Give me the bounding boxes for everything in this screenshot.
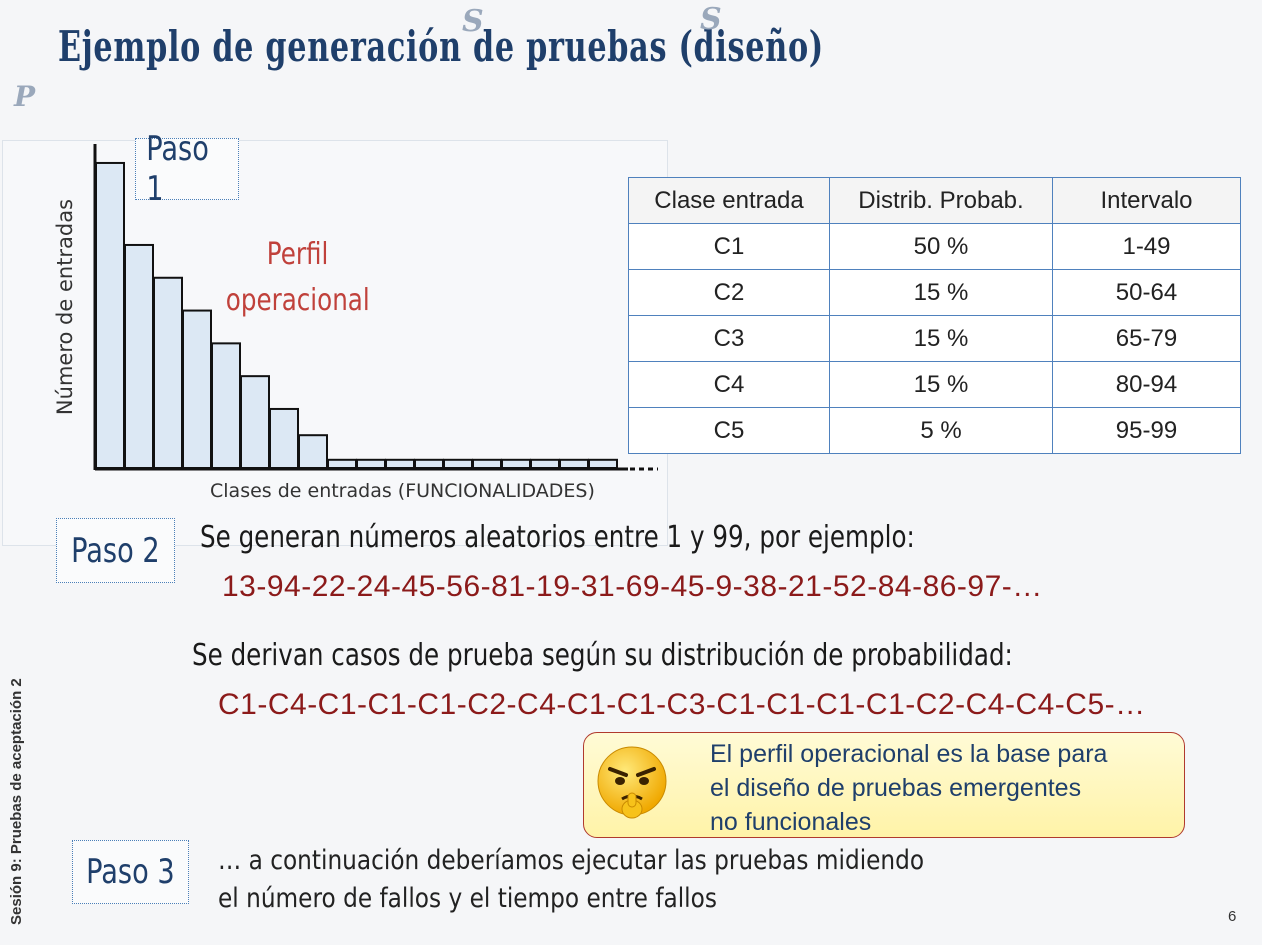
callout-box: El perfil operacional es la base para el… bbox=[583, 732, 1185, 838]
paso2-description: Se generan números aleatorios entre 1 y … bbox=[200, 520, 915, 555]
callout-line: no funcionales bbox=[710, 808, 872, 836]
histogram-bar bbox=[472, 458, 502, 469]
histogram-chart bbox=[93, 144, 658, 471]
histogram-bar bbox=[240, 375, 270, 469]
histogram-bar bbox=[95, 161, 125, 470]
histogram-bar bbox=[124, 243, 154, 469]
table-row: C5 5 % 95-99 bbox=[628, 407, 1241, 454]
annotation-line: operacional bbox=[225, 283, 370, 318]
derived-cases-sequence: C1-C4-C1-C1-C1-C2-C4-C1-C1-C3-C1-C1-C1-C… bbox=[218, 688, 1146, 721]
table-cell: 80-94 bbox=[1052, 361, 1241, 408]
table-cell: 1-49 bbox=[1052, 223, 1241, 270]
histogram-bar bbox=[501, 458, 531, 469]
paso3-line: … a continuación deberíamos ejecutar las… bbox=[218, 845, 925, 876]
y-axis-label: Número de entradas bbox=[53, 198, 77, 416]
step-2-text: Paso 2 bbox=[71, 530, 160, 571]
table-cell: 5 % bbox=[829, 407, 1053, 454]
histogram-bar bbox=[211, 342, 241, 469]
table-cell: 15 % bbox=[829, 315, 1053, 362]
histogram-bar bbox=[153, 276, 183, 470]
step-1-label: Paso 1 bbox=[135, 129, 239, 209]
table-cell: 15 % bbox=[829, 361, 1053, 408]
table-header-cell: Intervalo bbox=[1052, 177, 1241, 224]
paso3-line: el número de fallos y el tiempo entre fa… bbox=[218, 883, 717, 914]
table-cell: 95-99 bbox=[1052, 407, 1241, 454]
thinking-emoji-icon bbox=[597, 746, 667, 819]
page-number: 6 bbox=[1228, 908, 1237, 925]
histogram-bar bbox=[414, 458, 444, 469]
table-row: C4 15 % 80-94 bbox=[628, 361, 1241, 408]
table-row: C3 15 % 65-79 bbox=[628, 315, 1241, 362]
decoration-letter: S bbox=[462, 4, 484, 39]
table-cell: C5 bbox=[628, 407, 830, 454]
histogram-bar bbox=[182, 309, 212, 469]
histogram-bar bbox=[385, 458, 415, 469]
step-3-label: Paso 3 bbox=[72, 840, 189, 904]
derive-description: Se derivan casos de prueba según su dist… bbox=[192, 638, 1013, 673]
decoration-letter: P bbox=[14, 80, 36, 113]
annotation-line: Perfil bbox=[266, 237, 329, 272]
paso3-description: … a continuación deberíamos ejecutar las… bbox=[218, 842, 924, 918]
histogram-bar bbox=[327, 458, 357, 469]
x-axis-label: Clases de entradas (FUNCIONALIDADES) bbox=[210, 480, 595, 502]
table-cell: C1 bbox=[628, 223, 830, 270]
table-cell: 50 % bbox=[829, 223, 1053, 270]
histogram-bar bbox=[559, 458, 589, 469]
table-cell: 65-79 bbox=[1052, 315, 1241, 362]
table-cell: C4 bbox=[628, 361, 830, 408]
histogram-bar bbox=[269, 407, 299, 469]
table-cell: C3 bbox=[628, 315, 830, 362]
callout-line: el diseño de pruebas emergentes bbox=[710, 774, 1082, 802]
table-header-cell: Distrib. Probab. bbox=[829, 177, 1053, 224]
step-2-label: Paso 2 bbox=[56, 518, 175, 583]
page-title: Ejemplo de generación de pruebas (diseño… bbox=[58, 22, 824, 71]
table-cell: C2 bbox=[628, 269, 830, 316]
table-row: C1 50 % 1-49 bbox=[628, 223, 1241, 270]
table-header-cell: Clase entrada bbox=[628, 177, 830, 224]
table-header-row: Clase entrada Distrib. Probab. Intervalo bbox=[628, 177, 1241, 224]
histogram-bar bbox=[443, 458, 473, 469]
step-1-text: Paso 1 bbox=[146, 129, 209, 209]
random-numbers-sequence: 13-94-22-24-45-56-81-19-31-69-45-9-38-21… bbox=[222, 570, 1043, 603]
histogram-bar bbox=[356, 458, 386, 469]
probability-table: Clase entrada Distrib. Probab. Intervalo… bbox=[628, 177, 1241, 454]
table-cell: 50-64 bbox=[1052, 269, 1241, 316]
table-cell: 15 % bbox=[829, 269, 1053, 316]
step-3-text: Paso 3 bbox=[86, 852, 175, 892]
table-row: C2 15 % 50-64 bbox=[628, 269, 1241, 316]
decoration-letter: S bbox=[700, 2, 722, 37]
histogram-bar bbox=[588, 458, 618, 469]
session-sidebar-label: Sesión 9: Pruebas de aceptación 2 bbox=[8, 678, 25, 925]
chart-annotation: Perfil operacional bbox=[205, 232, 390, 324]
callout-line: El perfil operacional es la base para bbox=[710, 740, 1108, 768]
histogram-bar bbox=[298, 434, 328, 470]
histogram-bar bbox=[530, 458, 560, 469]
